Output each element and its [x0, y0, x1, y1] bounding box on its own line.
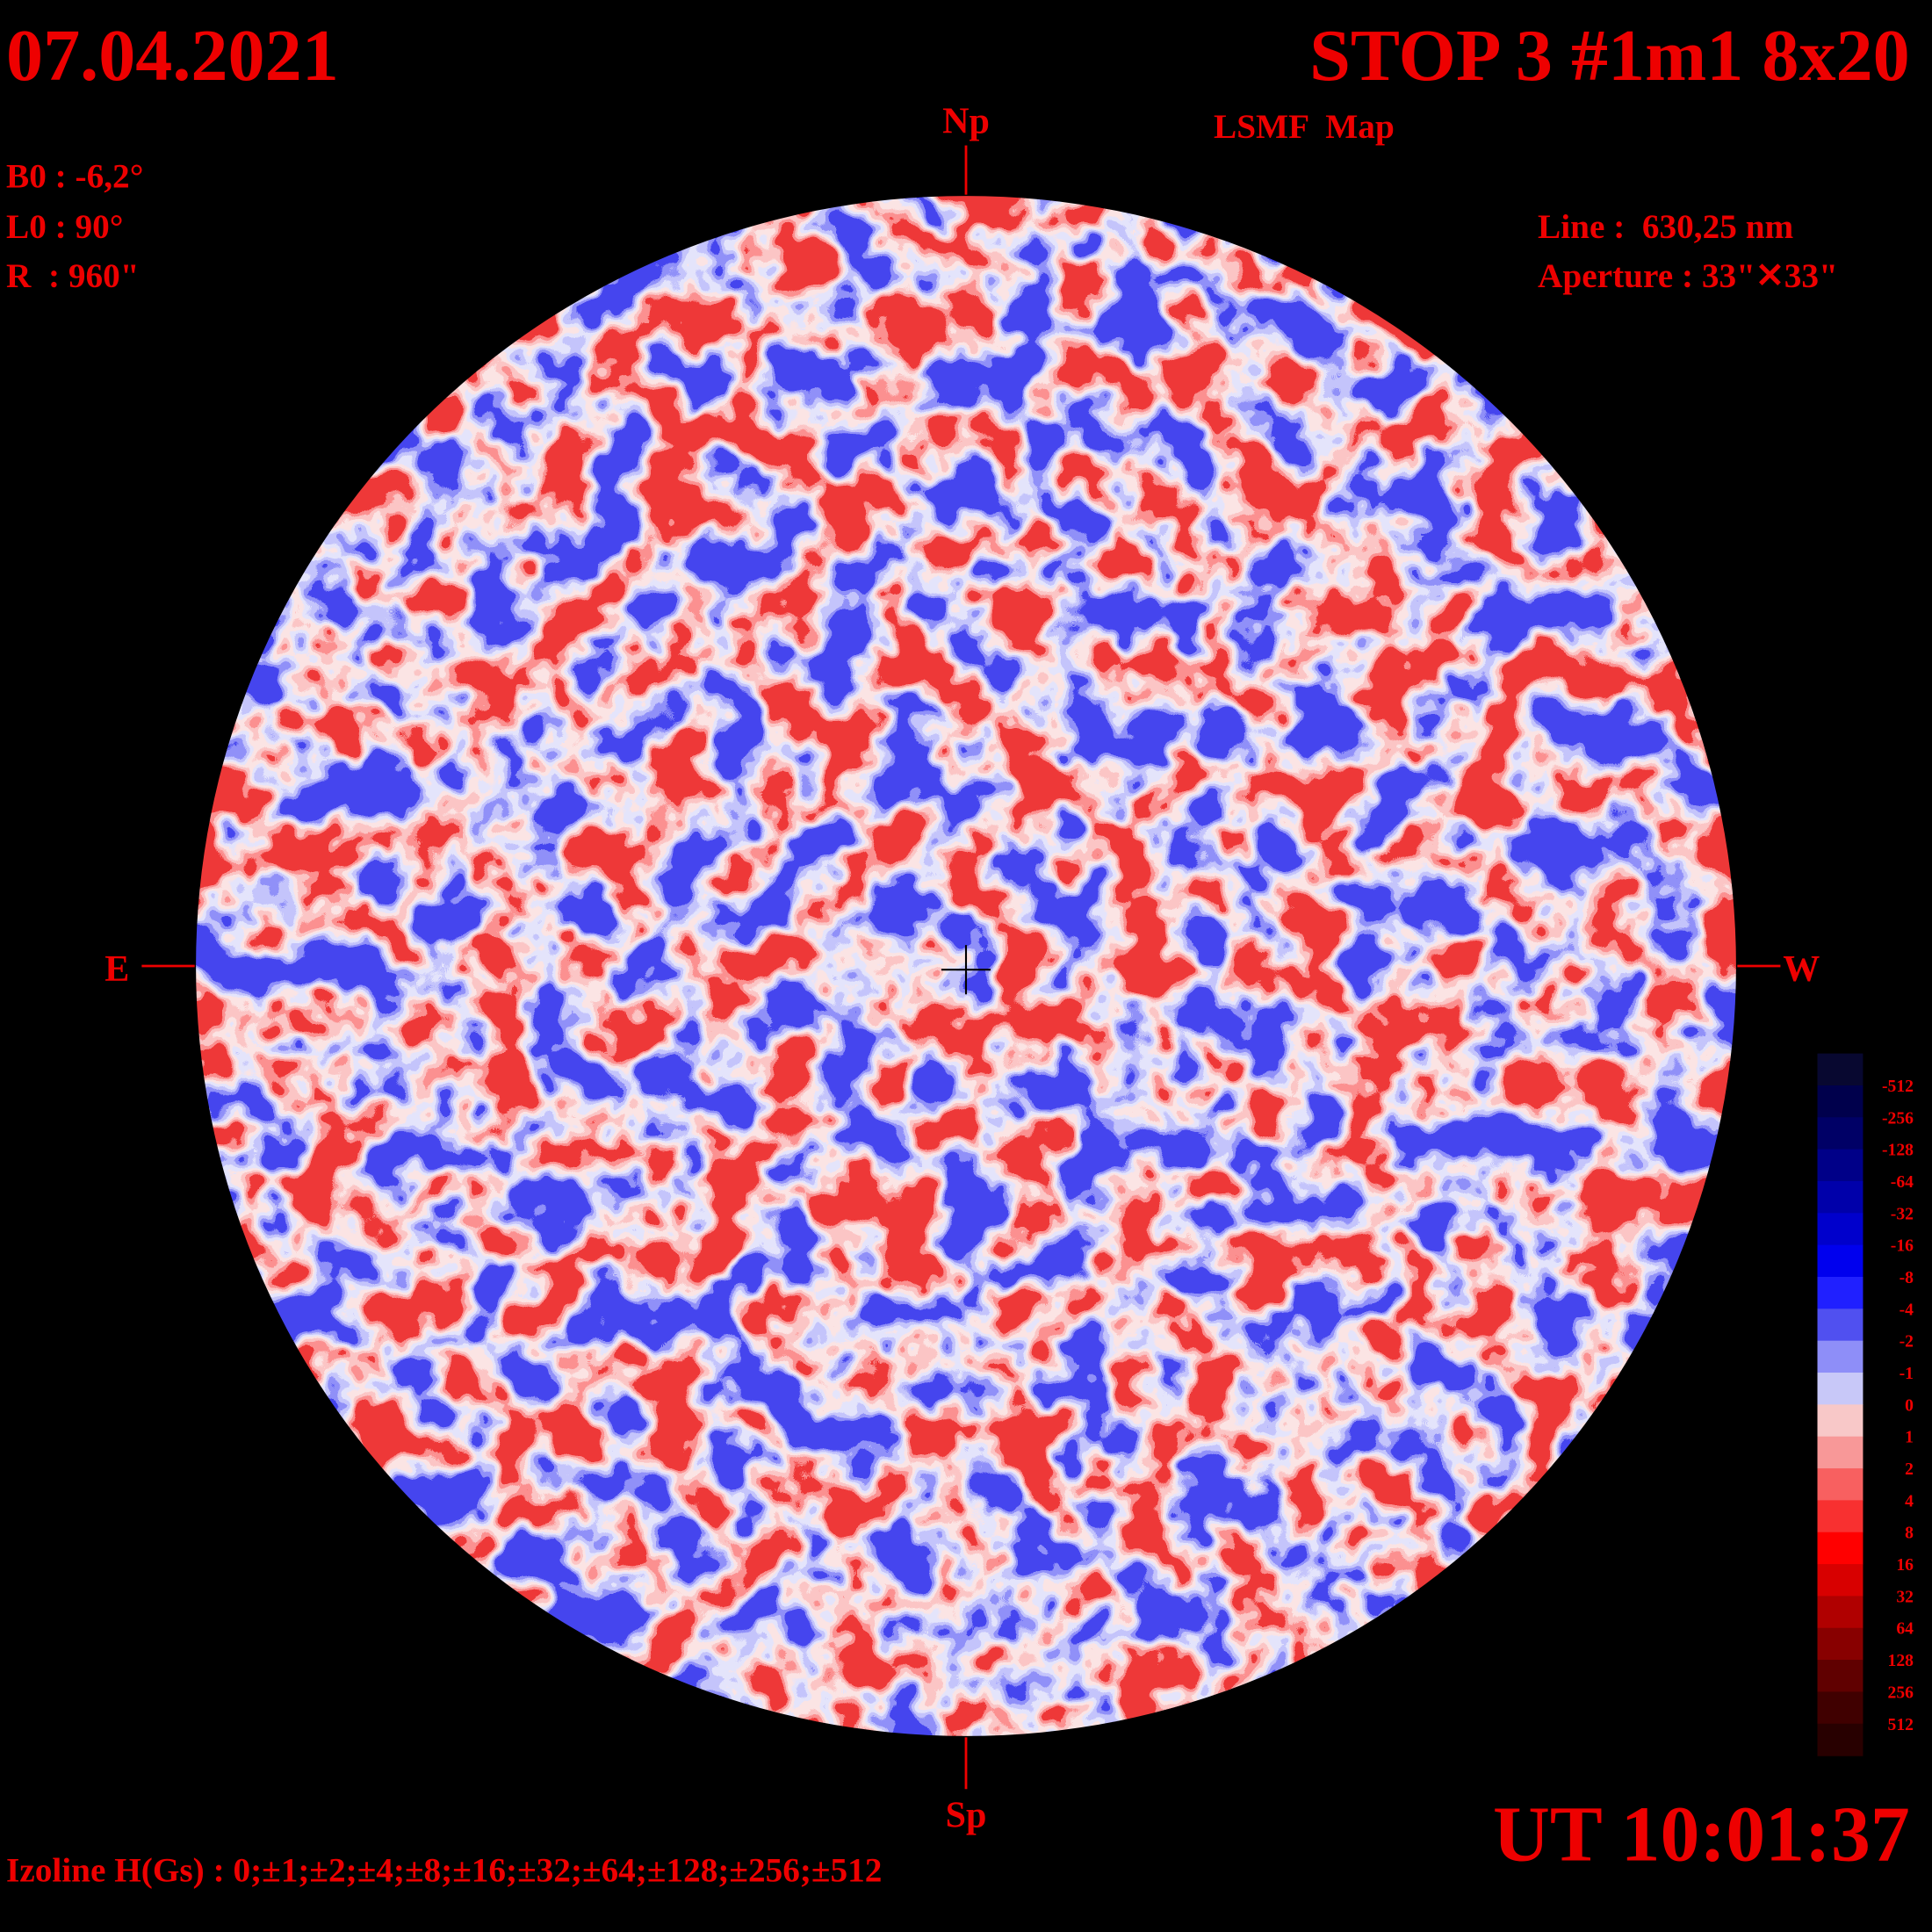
colorbar-label: 256 — [1888, 1683, 1914, 1702]
colorbar-label: -512 — [1882, 1077, 1914, 1096]
colorbar-swatch — [1817, 1213, 1864, 1246]
line: Line : 630,25 nm — [1538, 208, 1794, 246]
colorbar-label: 1 — [1905, 1428, 1914, 1447]
south-label: Sp — [946, 1795, 987, 1836]
colorbar-swatch — [1817, 1660, 1864, 1693]
east-label: E — [105, 948, 129, 990]
direction-ticks — [141, 145, 1781, 1790]
colorbar-label: 8 — [1905, 1524, 1914, 1543]
colorbar-swatch — [1817, 1308, 1864, 1342]
colorbar-swatch — [1817, 1340, 1864, 1373]
colorbar-label: -16 — [1891, 1236, 1914, 1256]
colorbar-label: -4 — [1900, 1300, 1914, 1319]
colorbar-swatch — [1817, 1436, 1864, 1469]
colorbar-swatch — [1817, 1053, 1864, 1086]
colorbar-label: 512 — [1888, 1715, 1914, 1734]
time: UT 10:01:37 — [1493, 1791, 1910, 1878]
l0: L0 : 90° — [6, 208, 124, 246]
colorbar-label: -32 — [1891, 1204, 1914, 1223]
colorbar-swatch — [1817, 1596, 1864, 1629]
colorbar-label: 2 — [1905, 1460, 1914, 1479]
title: STOP 3 #1m1 8x20 — [1309, 15, 1910, 97]
colorbar-swatch — [1817, 1691, 1864, 1725]
colorbar-swatch — [1817, 1468, 1864, 1502]
date: 07.04.2021 — [6, 15, 339, 97]
colorbar-label: 0 — [1905, 1395, 1914, 1415]
colorbar-swatch — [1817, 1404, 1864, 1438]
colorbar-label: 64 — [1896, 1619, 1914, 1639]
colorbar-label: -256 — [1882, 1108, 1914, 1128]
colorbar-label: -8 — [1900, 1268, 1914, 1287]
colorbar-label: 4 — [1905, 1491, 1914, 1510]
colorbar-swatch — [1817, 1532, 1864, 1565]
colorbar-label: -64 — [1891, 1172, 1914, 1192]
colorbar-swatch — [1817, 1627, 1864, 1661]
colorbar-swatch — [1817, 1085, 1864, 1118]
colorbar-label: 16 — [1896, 1555, 1914, 1575]
north-label: Np — [942, 101, 990, 142]
colorbar-swatch — [1817, 1180, 1864, 1215]
colorbar-swatch — [1817, 1244, 1864, 1278]
west-label: W — [1783, 948, 1820, 990]
colorbar-swatch — [1817, 1564, 1864, 1597]
center-cross — [941, 945, 991, 995]
colorbar-label: -128 — [1882, 1141, 1914, 1160]
colorbar-swatch — [1817, 1149, 1864, 1182]
colorbar-swatch — [1817, 1117, 1864, 1150]
subtitle: LSMF Map — [1214, 108, 1395, 146]
colorbar-label: 128 — [1888, 1651, 1914, 1670]
colorbar: -512 -256 -128 -64 -32 -16 -8 -4 -2 -1 0 1 2 4 8 16 32 64… — [1817, 1053, 1914, 1756]
colorbar-label: -2 — [1900, 1332, 1914, 1352]
aperture: Aperture : 33"✕33" — [1538, 257, 1838, 295]
radius: R : 960" — [6, 257, 140, 295]
colorbar-label: 32 — [1896, 1587, 1914, 1606]
colorbar-swatch — [1817, 1723, 1864, 1756]
colorbar-swatch — [1817, 1500, 1864, 1533]
colorbar-label: -1 — [1900, 1364, 1914, 1383]
b0: B0 : -6,2° — [6, 157, 143, 195]
colorbar-swatch — [1817, 1373, 1864, 1406]
izoline: Izoline H(Gs) : 0;±1;±2;±4;±8;±16;±32;±6… — [6, 1851, 882, 1889]
colorbar-swatch — [1817, 1276, 1864, 1310]
